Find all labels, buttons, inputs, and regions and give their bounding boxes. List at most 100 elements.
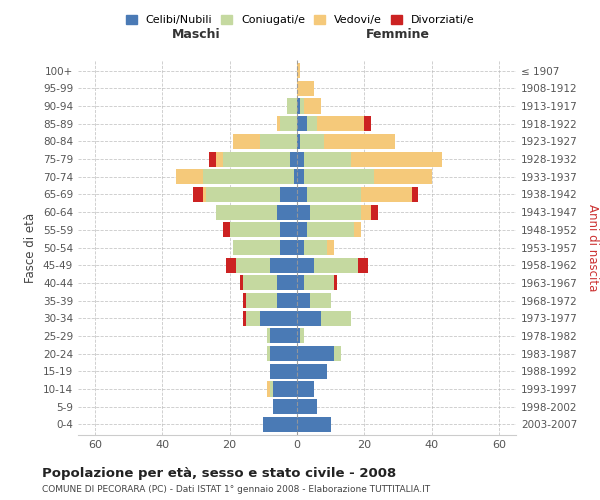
Text: Popolazione per età, sesso e stato civile - 2008: Popolazione per età, sesso e stato civil… [42, 468, 396, 480]
Bar [320, 310, 351, 326]
Text: Maschi: Maschi [172, 28, 220, 40]
Bar [371, 204, 378, 220]
Bar [297, 187, 307, 202]
Bar [297, 116, 307, 131]
Bar [260, 310, 297, 326]
Bar [328, 240, 334, 255]
Bar [277, 293, 297, 308]
Bar [412, 187, 418, 202]
Bar [297, 204, 310, 220]
Bar [358, 258, 368, 272]
Bar [243, 293, 247, 308]
Bar [230, 222, 280, 238]
Bar [361, 204, 371, 220]
Bar [304, 152, 351, 166]
Bar [301, 134, 324, 149]
Bar [317, 116, 364, 131]
Bar [280, 240, 297, 255]
Bar [274, 382, 297, 396]
Bar [297, 81, 314, 96]
Bar [270, 382, 274, 396]
Bar [297, 417, 331, 432]
Bar [297, 134, 301, 149]
Bar [266, 382, 270, 396]
Bar [233, 240, 280, 255]
Bar [334, 346, 341, 361]
Bar [270, 346, 297, 361]
Bar [297, 399, 317, 414]
Bar [277, 204, 297, 220]
Bar [307, 222, 354, 238]
Bar [287, 98, 297, 114]
Bar [297, 258, 314, 272]
Bar [263, 417, 297, 432]
Bar [374, 169, 432, 184]
Bar [297, 240, 304, 255]
Bar [223, 152, 290, 166]
Bar [193, 187, 203, 202]
Bar [361, 187, 412, 202]
Bar [203, 187, 206, 202]
Bar [270, 258, 297, 272]
Bar [297, 63, 301, 78]
Bar [280, 187, 297, 202]
Bar [236, 258, 270, 272]
Bar [324, 134, 395, 149]
Bar [243, 276, 277, 290]
Bar [310, 204, 361, 220]
Bar [301, 328, 304, 344]
Bar [247, 293, 277, 308]
Bar [277, 276, 297, 290]
Bar [297, 346, 334, 361]
Legend: Celibi/Nubili, Coniugati/e, Vedovi/e, Divorziati/e: Celibi/Nubili, Coniugati/e, Vedovi/e, Di… [121, 10, 479, 30]
Text: Femmine: Femmine [366, 28, 430, 40]
Bar [297, 310, 320, 326]
Bar [304, 169, 374, 184]
Bar [216, 204, 277, 220]
Bar [297, 169, 304, 184]
Bar [223, 222, 230, 238]
Bar [266, 328, 270, 344]
Bar [314, 258, 358, 272]
Bar [297, 328, 301, 344]
Bar [290, 152, 297, 166]
Bar [293, 169, 297, 184]
Bar [354, 222, 361, 238]
Bar [280, 222, 297, 238]
Bar [203, 169, 293, 184]
Bar [247, 310, 260, 326]
Bar [277, 116, 280, 131]
Bar [233, 134, 260, 149]
Bar [351, 152, 442, 166]
Bar [304, 240, 328, 255]
Bar [240, 276, 243, 290]
Bar [304, 98, 320, 114]
Bar [297, 222, 307, 238]
Bar [301, 98, 304, 114]
Bar [307, 187, 361, 202]
Bar [297, 382, 314, 396]
Bar [297, 98, 301, 114]
Bar [176, 169, 203, 184]
Bar [216, 152, 223, 166]
Bar [243, 310, 247, 326]
Bar [206, 187, 280, 202]
Bar [297, 364, 328, 379]
Bar [364, 116, 371, 131]
Bar [270, 364, 297, 379]
Bar [260, 134, 297, 149]
Bar [307, 116, 317, 131]
Bar [297, 276, 304, 290]
Bar [304, 276, 334, 290]
Bar [266, 346, 270, 361]
Y-axis label: Fasce di età: Fasce di età [25, 212, 37, 282]
Bar [226, 258, 236, 272]
Bar [209, 152, 216, 166]
Text: COMUNE DI PECORARA (PC) - Dati ISTAT 1° gennaio 2008 - Elaborazione TUTTITALIA.I: COMUNE DI PECORARA (PC) - Dati ISTAT 1° … [42, 485, 430, 494]
Bar [270, 328, 297, 344]
Bar [297, 152, 304, 166]
Bar [297, 293, 310, 308]
Bar [334, 276, 337, 290]
Bar [280, 116, 297, 131]
Bar [310, 293, 331, 308]
